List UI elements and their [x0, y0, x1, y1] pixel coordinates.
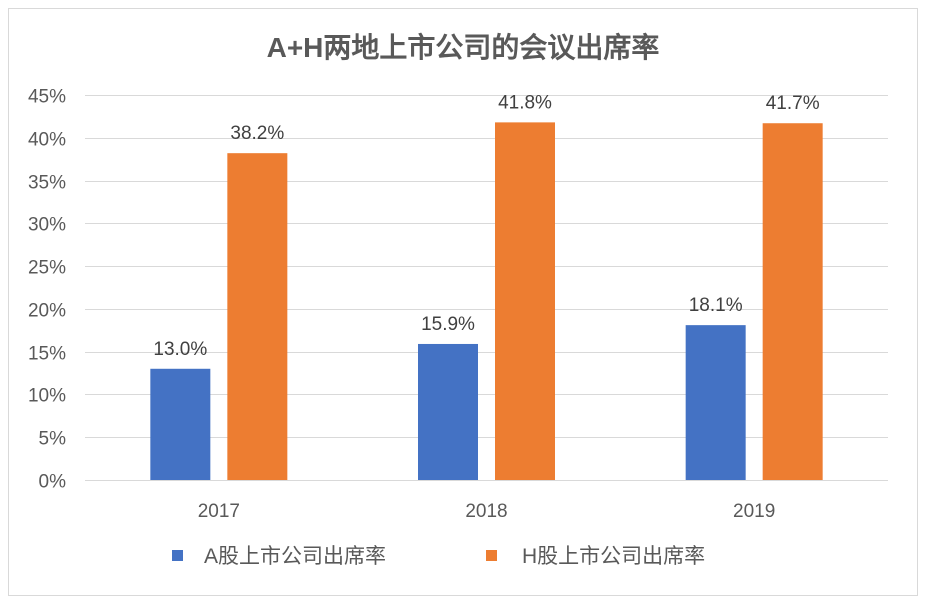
y-tick-label: 10% [28, 386, 66, 407]
data-label: 38.2% [230, 123, 284, 144]
y-tick-label: 30% [28, 215, 66, 236]
y-tick-label: 25% [28, 258, 66, 279]
chart-title: A+H两地上市公司的会议出席率 [267, 31, 660, 63]
bar-a-share-2017 [150, 368, 211, 480]
bar-a-share-2018 [418, 343, 478, 480]
legend-item-a-share: A股上市公司出席率 [172, 545, 386, 568]
y-tick-label: 35% [28, 173, 66, 194]
data-label: 15.9% [421, 314, 475, 335]
y-tick-label: 0% [39, 472, 67, 493]
bar-h-share-2017 [227, 153, 288, 480]
y-axis-tick-labels: 0% 5% 10% 15% 20% 25% 30% 35% 40% 45% [28, 87, 66, 493]
bar-h-share-2019 [762, 123, 823, 480]
legend-label-h-share: H股上市公司出席率 [522, 545, 705, 568]
y-tick-label: 40% [28, 130, 66, 151]
x-tick-label: 2019 [733, 501, 775, 522]
y-tick-label: 20% [28, 301, 66, 322]
gridlines [85, 95, 888, 481]
data-label: 18.1% [689, 295, 743, 316]
legend-label-a-share: A股上市公司出席率 [204, 545, 386, 568]
x-axis-tick-labels: 2017 2018 2019 [198, 501, 776, 522]
legend: A股上市公司出席率 H股上市公司出席率 [172, 545, 705, 568]
y-tick-label: 45% [28, 87, 66, 108]
bar-a-share-2019 [685, 325, 746, 480]
y-tick-label: 15% [28, 344, 66, 365]
data-label: 41.7% [766, 93, 820, 114]
legend-swatch-a-share [172, 550, 183, 561]
data-labels: 13.0% 38.2% 15.9% 41.8% 18.1% 41.7% [153, 92, 819, 359]
data-label: 41.8% [498, 92, 552, 113]
y-tick-label: 5% [39, 429, 67, 450]
bars [150, 122, 823, 480]
x-tick-label: 2017 [198, 501, 240, 522]
x-tick-label: 2018 [465, 501, 507, 522]
data-label: 13.0% [153, 339, 207, 360]
legend-swatch-h-share [486, 550, 497, 561]
legend-item-h-share: H股上市公司出席率 [486, 545, 705, 568]
bar-h-share-2018 [495, 122, 555, 480]
